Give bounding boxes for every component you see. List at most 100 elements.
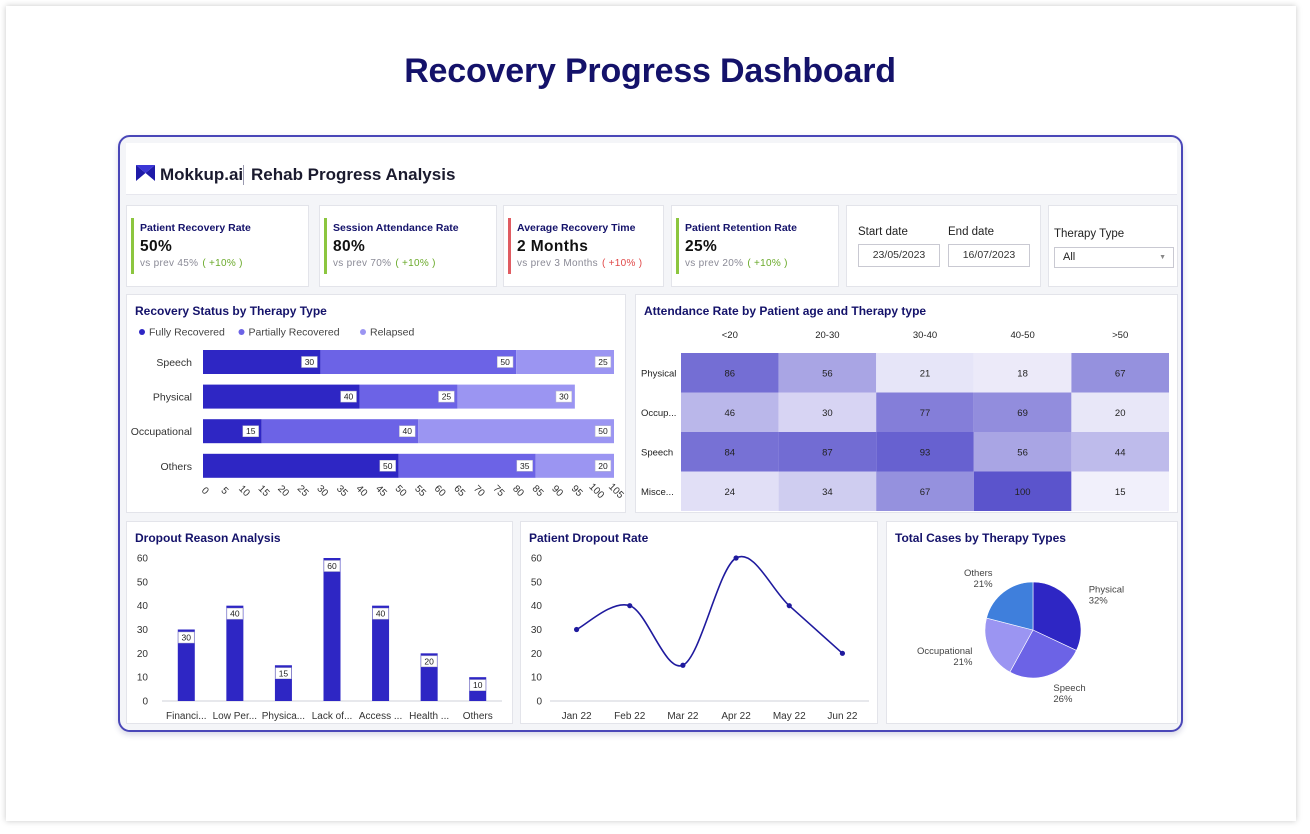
x-tick-label: 90 [549, 483, 565, 499]
kpi-delta: ( +10% ) [202, 258, 243, 269]
x-tick-label: 5 [218, 485, 230, 497]
kpi-card-retention-rate: Patient Retention Rate 25% vs prev 20%( … [671, 205, 839, 287]
kpi-delta: ( +10% ) [747, 258, 788, 269]
bar-value-label: 50 [500, 357, 510, 367]
heatmap-cell-value: 86 [725, 368, 736, 379]
x-tick-label: 20 [275, 483, 291, 499]
stacked-bar-segment [418, 419, 614, 444]
category-label: Feb 22 [614, 711, 646, 722]
bar-value-label: 25 [442, 392, 452, 402]
y-tick-label: 30 [531, 625, 543, 636]
therapy-type-value: All [1063, 251, 1076, 263]
dashboard-header: Mokkup.ai Rehab Progress Analysis [126, 143, 1177, 195]
heatmap-cell-value: 18 [1017, 368, 1028, 379]
heatmap-cell [876, 353, 974, 393]
heatmap-cell [973, 353, 1072, 393]
bar-value-label: 20 [424, 656, 434, 666]
heatmap-cell-value: 20 [1115, 408, 1126, 419]
kpi-label: Session Attendance Rate [333, 222, 459, 234]
x-tick-label: 50 [393, 483, 409, 499]
end-date-input[interactable]: 16/07/2023 [948, 244, 1030, 267]
stacked-bar-segment [203, 384, 360, 409]
kpi-delta: ( +10% ) [601, 258, 643, 269]
bar-value-label-bg [594, 425, 612, 437]
page-title: Recovery Progress Dashboard [404, 52, 896, 90]
category-label: Speech [156, 357, 192, 369]
bar-value-label-bg [178, 631, 195, 644]
heatmap-cell-value: 46 [725, 408, 736, 419]
bar-value-label: 40 [230, 609, 240, 619]
kpi-label: Average Recovery Time [517, 222, 636, 234]
category-label: Low Per... [213, 711, 257, 722]
x-tick-label: 60 [432, 483, 448, 499]
category-label: Jan 22 [562, 711, 592, 722]
stacked-bar-segment [203, 350, 321, 374]
mokkup-logo-icon [136, 165, 155, 186]
bar-value-label-bg [594, 356, 612, 368]
data-point [786, 603, 792, 609]
category-label: Physical [153, 392, 192, 404]
category-label: Health ... [409, 711, 449, 722]
x-tick-label: 100 [586, 481, 606, 501]
chart-title: Total Cases by Therapy Types [895, 531, 1066, 545]
category-label: Others [160, 461, 192, 473]
chart-title: Recovery Status by Therapy Type [135, 304, 327, 318]
category-label: Mar 22 [667, 711, 699, 722]
chart-title: Attendance Rate by Patient age and Thera… [644, 304, 927, 318]
kpi-value: 25% [685, 238, 718, 255]
heatmap-cell [973, 432, 1072, 472]
kpi-delta: ( +10% ) [395, 258, 436, 269]
x-tick-label: 30 [314, 483, 330, 499]
heatmap-cell [1071, 392, 1169, 432]
data-point [627, 603, 633, 609]
series-line [576, 555, 843, 667]
category-label: Access ... [359, 711, 402, 722]
dashboard-title: Rehab Progress Analysis [251, 165, 456, 184]
recovery-status-chart: Fully Recovered Partially Recovered Relaps… [131, 327, 626, 502]
heatmap-cell [778, 353, 877, 393]
therapy-type-select[interactable]: All ▼ [1054, 247, 1174, 268]
data-point [733, 555, 739, 561]
bar-value-label-bg [301, 356, 318, 368]
legend-label: Fully Recovered [149, 327, 225, 339]
x-tick-label: 45 [373, 483, 389, 499]
x-tick-label: 15 [256, 483, 272, 499]
bar-value-label: 25 [598, 357, 608, 367]
x-tick-label: 0 [199, 485, 211, 497]
pie-slice-label: Others [964, 568, 993, 579]
kpi-comparison: vs prev 20%( +10% ) [685, 258, 788, 269]
x-tick-label: 55 [412, 483, 428, 499]
y-tick-label: 40 [137, 601, 149, 612]
chart-title: Patient Dropout Rate [529, 531, 649, 545]
kpi-indicator-bar [131, 218, 134, 274]
bar [226, 605, 244, 701]
category-label: Apr 22 [721, 711, 751, 722]
legend-label: Partially Recovered [249, 327, 340, 339]
heatmap-cell [1071, 432, 1169, 472]
pie-slice-label: Physical [1089, 585, 1124, 596]
kpi-card-recovery-rate: Patient Recovery Rate 50% vs prev 45%( +… [126, 205, 309, 287]
logo-text: Mokkup.ai [160, 165, 244, 184]
chevron-down-icon: ▼ [1159, 254, 1166, 261]
heatmap-column-label: >50 [1112, 330, 1128, 341]
category-label: Occupational [131, 426, 192, 438]
bar [372, 605, 390, 701]
pie-slice-percent: 21% [953, 657, 973, 668]
end-date-label: End date [948, 226, 995, 238]
dropout-reason-chart: 0 10 20 30 40 50 60 30 Financi... 40 Low Per... 15 P… [137, 554, 502, 722]
bar-value-label-bg [516, 460, 533, 472]
kpi-indicator-bar [676, 218, 679, 274]
bar-value-label: 40 [344, 392, 354, 402]
heatmap-cell [778, 432, 877, 472]
category-label: Lack of... [312, 711, 353, 722]
heatmap-cell [973, 471, 1072, 511]
start-date-label: Start date [858, 226, 908, 238]
heatmap-column-label: <20 [722, 330, 738, 341]
y-tick-label: 50 [137, 577, 149, 588]
pie-slice [984, 617, 1034, 673]
bar-value-label: 30 [559, 392, 569, 402]
start-date-input[interactable]: 23/05/2023 [858, 244, 940, 267]
heatmap-cell [681, 392, 779, 432]
heatmap-cell-value: 100 [1015, 487, 1031, 498]
header-divider [243, 165, 244, 185]
